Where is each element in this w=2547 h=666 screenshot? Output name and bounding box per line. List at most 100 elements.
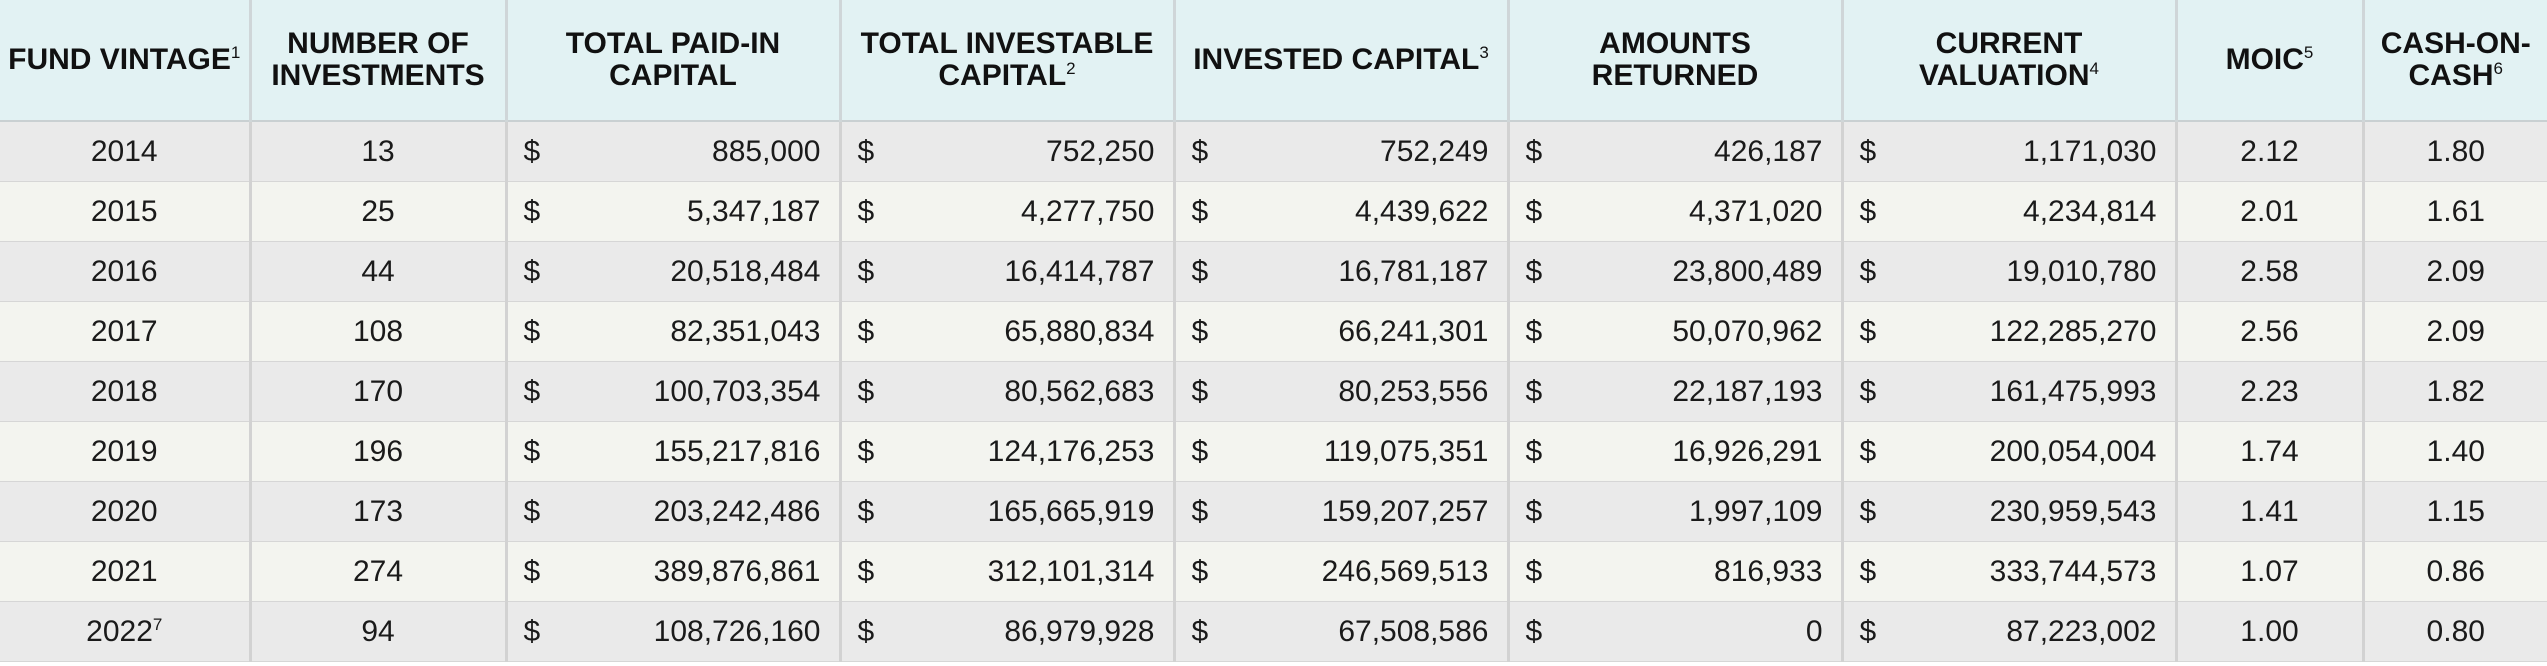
currency-symbol: $ — [1191, 134, 1209, 168]
amount-value: 200,054,004 — [1989, 434, 2157, 468]
cell-total-paid-in-capital: $108,726,160 — [506, 601, 842, 662]
cell-current-valuation: $200,054,004 — [1842, 421, 2178, 482]
cell-total-investable-capital: $4,277,750 — [840, 181, 1176, 242]
currency-symbol: $ — [1191, 434, 1209, 468]
column-header-label: AMOUNTS RETURNED — [1591, 27, 1759, 92]
amount-value: 87,223,002 — [2006, 614, 2157, 648]
cell-current-valuation: $87,223,002 — [1842, 601, 2178, 662]
amount-value: 246,569,513 — [1321, 554, 1489, 588]
currency-symbol: $ — [857, 374, 875, 408]
cell-moic: 1.00 — [2176, 601, 2365, 662]
currency-symbol: $ — [1191, 614, 1209, 648]
currency-symbol: $ — [1525, 374, 1543, 408]
cell-moic: 2.23 — [2176, 361, 2365, 422]
fund-vintage-value: 2016 — [90, 254, 158, 288]
cell-invested-capital: $752,249 — [1174, 121, 1510, 182]
cell-moic: 2.01 — [2176, 181, 2365, 242]
currency-symbol: $ — [1191, 314, 1209, 348]
amount-value: 885,000 — [712, 134, 821, 168]
cell-number-of-investments: 44 — [250, 241, 508, 302]
cell-amounts-returned: $426,187 — [1508, 121, 1844, 182]
cell-number-of-investments: 94 — [250, 601, 508, 662]
cell-fund-vintage: 2020 — [0, 481, 252, 542]
currency-symbol: $ — [857, 434, 875, 468]
currency-symbol: $ — [523, 554, 541, 588]
amount-value: 161,475,993 — [1989, 374, 2157, 408]
fund-vintage-value: 2020 — [90, 494, 158, 528]
cell-cash-on-cash: 1.15 — [2363, 481, 2547, 542]
cell-total-investable-capital: $752,250 — [840, 121, 1176, 182]
currency-symbol: $ — [523, 254, 541, 288]
cell-total-paid-in-capital: $885,000 — [506, 121, 842, 182]
currency-symbol: $ — [1525, 554, 1543, 588]
cell-amounts-returned: $16,926,291 — [1508, 421, 1844, 482]
cell-total-paid-in-capital: $389,876,861 — [506, 541, 842, 602]
amount-value: 5,347,187 — [687, 194, 821, 228]
amount-value: 1,997,109 — [1689, 494, 1823, 528]
cell-amounts-returned: $50,070,962 — [1508, 301, 1844, 362]
amount-value: 50,070,962 — [1672, 314, 1823, 348]
amount-value: 122,285,270 — [1989, 314, 2157, 348]
column-header-current-valuation: CURRENT VALUATION4 — [1842, 0, 2178, 122]
currency-symbol: $ — [1859, 194, 1877, 228]
amount-value: 1,171,030 — [2023, 134, 2157, 168]
cell-total-investable-capital: $16,414,787 — [840, 241, 1176, 302]
cell-fund-vintage: 2021 — [0, 541, 252, 602]
cell-fund-vintage: 2019 — [0, 421, 252, 482]
cell-invested-capital: $16,781,187 — [1174, 241, 1510, 302]
amount-value: 165,665,919 — [987, 494, 1155, 528]
amount-value: 108,726,160 — [653, 614, 821, 648]
amount-value: 230,959,543 — [1989, 494, 2157, 528]
cell-total-investable-capital: $312,101,314 — [840, 541, 1176, 602]
amount-value: 23,800,489 — [1672, 254, 1823, 288]
fund-vintage-value: 2019 — [90, 434, 158, 468]
column-header-label: TOTAL PAID-IN CAPITAL — [565, 27, 781, 92]
cell-fund-vintage: 2016 — [0, 241, 252, 302]
table-row: 2021 274 $389,876,861 $312,101,314 $246,569,… — [0, 541, 2547, 602]
column-header-label: INVESTED CAPITAL — [1193, 43, 1480, 76]
cell-invested-capital: $119,075,351 — [1174, 421, 1510, 482]
table-row: 20227 94 $108,726,160 $86,979,928 $67,508,58… — [0, 601, 2547, 662]
amount-value: 155,217,816 — [653, 434, 821, 468]
currency-symbol: $ — [523, 134, 541, 168]
column-header-invested-capital: INVESTED CAPITAL3 — [1174, 0, 1510, 122]
currency-symbol: $ — [523, 374, 541, 408]
amount-value: 333,744,573 — [1989, 554, 2157, 588]
currency-symbol: $ — [1191, 554, 1209, 588]
footnote-marker: 4 — [2089, 59, 2099, 78]
currency-symbol: $ — [523, 434, 541, 468]
column-header-moic: MOIC5 — [2176, 0, 2365, 122]
cell-total-paid-in-capital: $82,351,043 — [506, 301, 842, 362]
currency-symbol: $ — [1859, 134, 1877, 168]
amount-value: 16,781,187 — [1338, 254, 1489, 288]
currency-symbol: $ — [1191, 254, 1209, 288]
cell-cash-on-cash: 1.40 — [2363, 421, 2547, 482]
currency-symbol: $ — [523, 614, 541, 648]
column-header-label: MOIC — [2225, 43, 2304, 76]
cell-total-investable-capital: $80,562,683 — [840, 361, 1176, 422]
column-header-label: NUMBER OF INVESTMENTS — [271, 27, 485, 92]
currency-symbol: $ — [1525, 494, 1543, 528]
currency-symbol: $ — [1859, 314, 1877, 348]
amount-value: 4,371,020 — [1689, 194, 1823, 228]
amount-value: 0 — [1805, 614, 1823, 648]
cell-number-of-investments: 196 — [250, 421, 508, 482]
table-header-row: FUND VINTAGE1 NUMBER OF INVESTMENTS TOTAL … — [0, 0, 2547, 122]
table-row: 2016 44 $20,518,484 $16,414,787 $16,781,187 $… — [0, 241, 2547, 302]
cell-cash-on-cash: 1.61 — [2363, 181, 2547, 242]
cell-number-of-investments: 173 — [250, 481, 508, 542]
amount-value: 752,249 — [1380, 134, 1489, 168]
cell-cash-on-cash: 0.80 — [2363, 601, 2547, 662]
cell-amounts-returned: $816,933 — [1508, 541, 1844, 602]
amount-value: 312,101,314 — [987, 554, 1155, 588]
amount-value: 4,277,750 — [1021, 194, 1155, 228]
amount-value: 65,880,834 — [1004, 314, 1155, 348]
amount-value: 16,414,787 — [1004, 254, 1155, 288]
amount-value: 426,187 — [1714, 134, 1823, 168]
cell-fund-vintage: 20227 — [0, 601, 252, 662]
cell-number-of-investments: 13 — [250, 121, 508, 182]
cell-cash-on-cash: 0.86 — [2363, 541, 2547, 602]
amount-value: 67,508,586 — [1338, 614, 1489, 648]
currency-symbol: $ — [857, 494, 875, 528]
